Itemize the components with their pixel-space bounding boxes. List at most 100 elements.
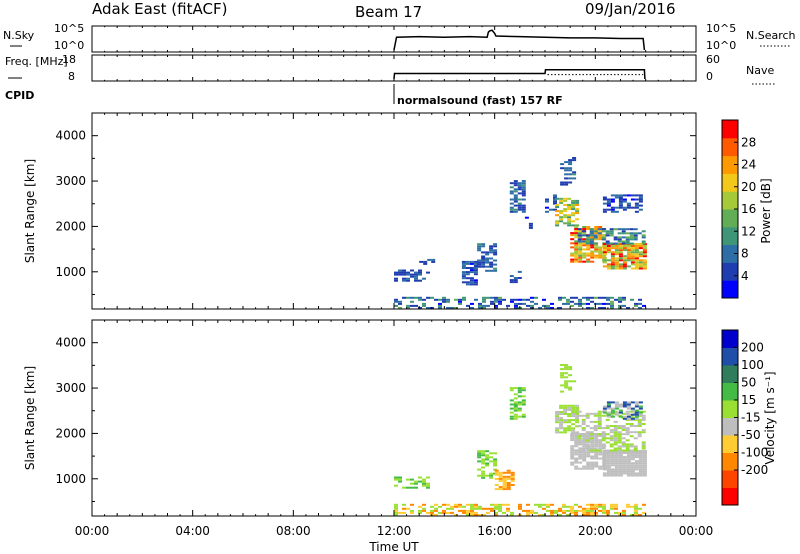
scatter-cell xyxy=(521,415,526,418)
scatter-cell xyxy=(538,505,542,508)
scatter-cell xyxy=(493,460,498,463)
scatter-cell xyxy=(482,298,486,301)
scatter-cell xyxy=(598,439,603,442)
scatter-cell xyxy=(622,458,627,461)
scatter-cell xyxy=(555,421,560,424)
scatter-cell xyxy=(477,243,482,246)
scatter-cell xyxy=(606,267,611,270)
scatter-cell xyxy=(582,238,587,241)
scatter-cell xyxy=(514,302,518,305)
scatter-cell xyxy=(509,186,514,189)
scatter-cell xyxy=(574,439,579,442)
scatter-cell xyxy=(575,210,580,213)
scatter-cell xyxy=(570,439,575,442)
scatter-cell xyxy=(517,387,522,390)
scatter-cell xyxy=(597,427,602,430)
scatter-cell xyxy=(502,298,506,301)
scatter-cell xyxy=(406,507,410,510)
scatter-cell xyxy=(574,461,579,464)
scatter-cell xyxy=(634,505,638,508)
scatter-cell xyxy=(641,429,646,432)
scatter-cell xyxy=(638,253,643,256)
scatter-cell xyxy=(606,415,611,418)
scatter-cell xyxy=(563,413,568,415)
scatter-cell xyxy=(578,252,583,255)
scatter-cell xyxy=(634,403,639,406)
scatter-cell xyxy=(461,271,466,274)
scatter-cell xyxy=(489,460,494,463)
scatter-cell xyxy=(473,260,478,263)
scatter-cell xyxy=(641,423,646,425)
scatter-cell xyxy=(574,437,579,440)
scatter-cell xyxy=(394,505,398,508)
scatter-cell xyxy=(568,163,573,166)
scatter-cell xyxy=(610,302,614,305)
scatter-cell xyxy=(589,449,594,452)
scatter-cell xyxy=(513,190,518,193)
scatter-cell xyxy=(517,204,522,207)
scatter-cell xyxy=(446,503,450,506)
scatter-cell xyxy=(418,476,422,479)
scatter-cell xyxy=(498,298,502,301)
scatter-cell xyxy=(486,296,490,299)
scatter-cell xyxy=(555,413,560,415)
scatter-cell xyxy=(574,250,579,253)
scatter-cell xyxy=(618,470,623,473)
scatter-cell xyxy=(542,503,546,506)
scatter-cell xyxy=(582,260,587,263)
scatter-cell xyxy=(553,200,557,203)
range-tick-label: 2000 xyxy=(55,426,86,440)
scatter-cell xyxy=(618,409,623,412)
scatter-cell xyxy=(578,509,582,512)
scatter-cell xyxy=(613,427,618,430)
scatter-cell xyxy=(555,427,560,430)
scatter-cell xyxy=(465,281,470,284)
scatter-cell xyxy=(618,298,622,301)
scatter-cell xyxy=(602,511,606,514)
scatter-cell xyxy=(586,463,591,466)
scatter-cell xyxy=(560,372,565,375)
scatter-cell xyxy=(517,188,522,191)
scatter-cell xyxy=(617,238,622,241)
scatter-cell xyxy=(478,507,482,510)
scatter-cell xyxy=(622,462,627,465)
scatter-cell xyxy=(602,198,607,201)
scatter-cell xyxy=(570,455,575,458)
velocity-scatter-cells xyxy=(394,364,647,516)
scatter-cell xyxy=(626,462,631,465)
scatter-cell xyxy=(577,228,582,231)
scatter-cell xyxy=(493,251,498,254)
scatter-cell xyxy=(622,255,627,258)
scatter-cell xyxy=(482,307,486,309)
scatter-cell xyxy=(474,507,478,510)
scatter-cell xyxy=(590,511,594,514)
scatter-cell xyxy=(574,254,579,257)
scatter-cell xyxy=(618,454,623,457)
scatter-cell xyxy=(486,507,490,510)
scatter-cell xyxy=(570,433,575,435)
scatter-cell xyxy=(574,258,579,261)
scatter-cell xyxy=(630,452,635,454)
scatter-cell xyxy=(485,261,490,264)
scatter-cell xyxy=(613,425,618,427)
scatter-cell xyxy=(517,409,522,412)
frequency-left-label: Freq. [MHz] xyxy=(5,55,68,68)
scatter-cell xyxy=(614,474,619,477)
scatter-cell xyxy=(602,243,607,245)
scatter-cell xyxy=(564,173,569,176)
scatter-cell xyxy=(521,186,526,189)
scatter-cell xyxy=(524,216,529,219)
scatter-cell xyxy=(521,188,526,191)
scatter-cell xyxy=(578,258,583,261)
scatter-cell xyxy=(458,298,462,301)
scatter-cell xyxy=(414,296,418,299)
scatter-cell xyxy=(563,421,568,424)
scatter-cell xyxy=(509,387,514,390)
scatter-cell xyxy=(641,230,646,233)
noise-ytick-bottom-left: 10^0 xyxy=(54,39,84,52)
scatter-cell xyxy=(490,302,494,305)
scatter-cell xyxy=(546,307,550,309)
scatter-cell xyxy=(614,253,619,256)
power-colorbar-segment xyxy=(722,262,738,281)
scatter-cell xyxy=(586,244,591,247)
